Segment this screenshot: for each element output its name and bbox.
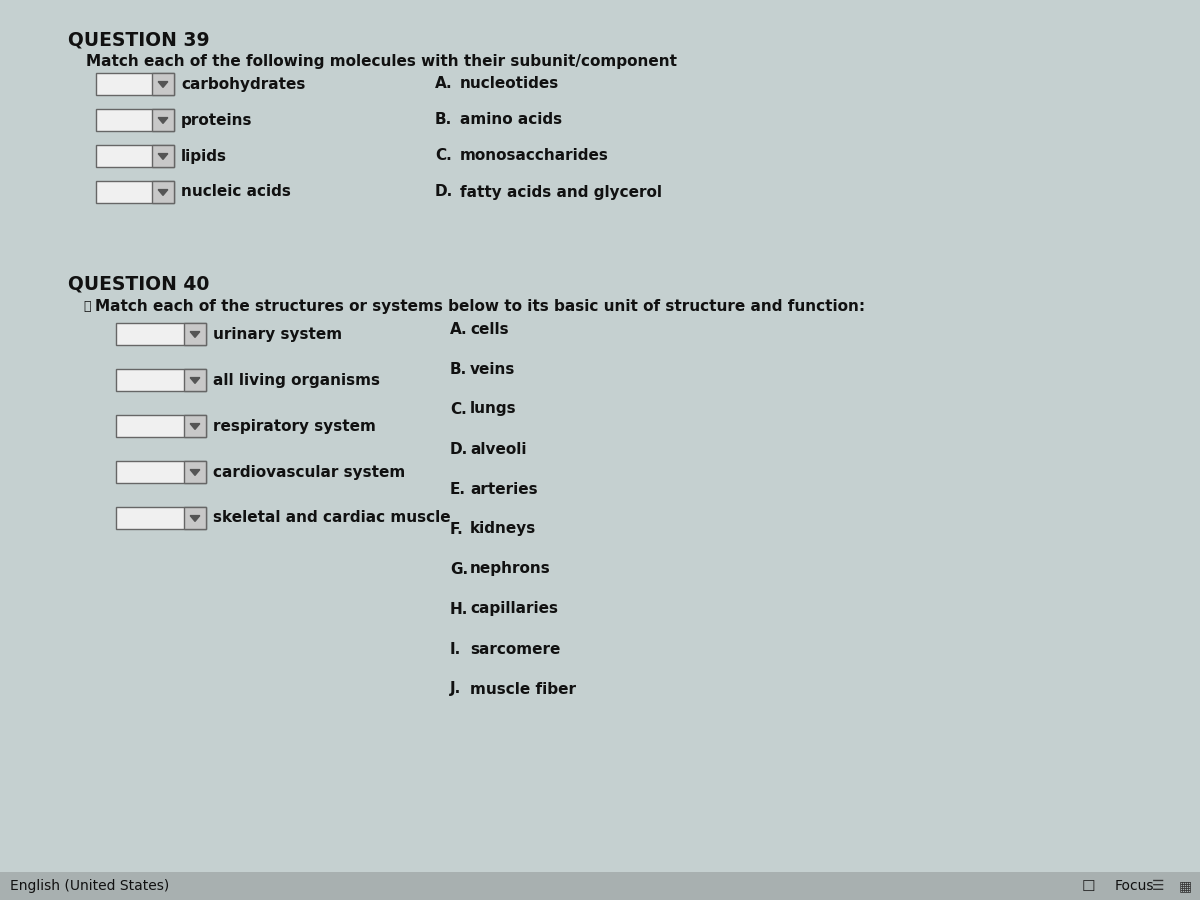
Bar — [184, 507, 206, 529]
Text: veins: veins — [470, 362, 515, 376]
Bar — [152, 145, 174, 167]
Text: E.: E. — [450, 482, 466, 497]
Text: lungs: lungs — [470, 401, 517, 417]
Text: muscle fiber: muscle fiber — [470, 681, 576, 697]
Text: C.: C. — [436, 148, 451, 164]
Bar — [152, 109, 174, 131]
Text: English (United States): English (United States) — [10, 879, 169, 893]
Text: H.: H. — [450, 601, 468, 617]
Text: B.: B. — [450, 362, 467, 376]
Bar — [96, 145, 174, 167]
Text: D.: D. — [436, 184, 454, 200]
Bar — [184, 369, 206, 391]
Text: ☐: ☐ — [1081, 878, 1094, 894]
Polygon shape — [158, 82, 168, 87]
Text: nephrons: nephrons — [470, 562, 551, 577]
Bar — [96, 73, 174, 95]
Bar — [184, 323, 206, 345]
Polygon shape — [158, 154, 168, 159]
Text: respiratory system: respiratory system — [214, 418, 376, 434]
Bar — [116, 461, 206, 483]
Text: cardiovascular system: cardiovascular system — [214, 464, 406, 480]
Polygon shape — [190, 470, 200, 475]
Text: Match each of the following molecules with their subunit/component: Match each of the following molecules wi… — [86, 54, 677, 69]
Text: ☰: ☰ — [1152, 879, 1164, 893]
Text: alveoli: alveoli — [470, 442, 527, 456]
Text: nucleic acids: nucleic acids — [181, 184, 290, 200]
Bar — [184, 461, 206, 483]
Text: QUESTION 39: QUESTION 39 — [68, 30, 210, 49]
Bar — [116, 415, 206, 437]
Text: Focus: Focus — [1115, 879, 1154, 893]
Text: urinary system: urinary system — [214, 327, 342, 341]
Text: arteries: arteries — [470, 482, 538, 497]
Text: cells: cells — [470, 321, 509, 337]
Bar — [96, 109, 174, 131]
Text: QUESTION 40: QUESTION 40 — [68, 274, 209, 293]
Text: Match each of the structures or systems below to its basic unit of structure and: Match each of the structures or systems … — [95, 299, 865, 314]
Text: carbohydrates: carbohydrates — [181, 76, 305, 92]
Bar — [116, 323, 206, 345]
Text: monosaccharides: monosaccharides — [460, 148, 608, 164]
Text: proteins: proteins — [181, 112, 252, 128]
Text: A.: A. — [436, 76, 452, 92]
Text: G.: G. — [450, 562, 468, 577]
Text: I.: I. — [450, 642, 461, 656]
Text: nucleotides: nucleotides — [460, 76, 559, 92]
Text: A.: A. — [450, 321, 468, 337]
Text: sarcomere: sarcomere — [470, 642, 560, 656]
Polygon shape — [158, 190, 168, 195]
Text: ⌖: ⌖ — [83, 300, 90, 313]
Text: ▦: ▦ — [1178, 879, 1192, 893]
Text: fatty acids and glycerol: fatty acids and glycerol — [460, 184, 662, 200]
Bar — [116, 507, 206, 529]
Text: C.: C. — [450, 401, 467, 417]
Text: J.: J. — [450, 681, 461, 697]
Text: B.: B. — [436, 112, 452, 128]
Polygon shape — [190, 516, 200, 521]
Bar — [116, 369, 206, 391]
Text: capillaries: capillaries — [470, 601, 558, 617]
Bar — [0, 872, 1200, 900]
Polygon shape — [190, 331, 200, 338]
Bar — [152, 181, 174, 203]
Text: amino acids: amino acids — [460, 112, 562, 128]
Polygon shape — [190, 378, 200, 383]
Bar — [152, 73, 174, 95]
Bar — [96, 181, 174, 203]
Text: kidneys: kidneys — [470, 521, 536, 536]
Polygon shape — [158, 118, 168, 123]
Polygon shape — [190, 424, 200, 429]
Text: F.: F. — [450, 521, 463, 536]
Text: D.: D. — [450, 442, 468, 456]
Bar — [184, 415, 206, 437]
Text: all living organisms: all living organisms — [214, 373, 380, 388]
Text: lipids: lipids — [181, 148, 227, 164]
Text: skeletal and cardiac muscle: skeletal and cardiac muscle — [214, 510, 451, 526]
